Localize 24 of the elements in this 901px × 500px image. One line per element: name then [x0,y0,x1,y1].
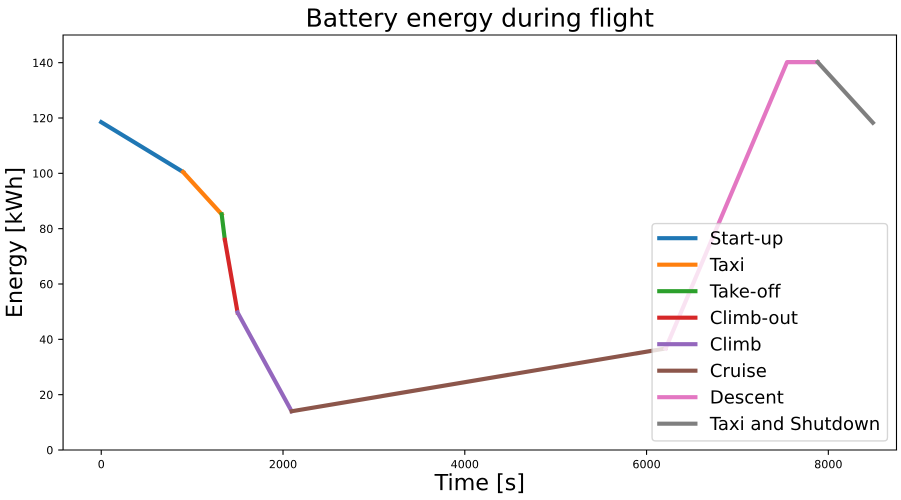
x-tick-label: 8000 [814,460,842,468]
y-tick-label: 40 [40,335,53,344]
y-tick-label: 20 [40,390,53,400]
x-axis-title: Time [s] [434,473,524,494]
x-tick-label: 2000 [270,460,296,468]
y-tick-label: 0 [47,446,53,454]
legend-label: Climb-out [710,310,798,324]
legend-label: Cruise [710,363,766,378]
legend-label: Start-up [711,231,782,248]
legend-label: Take-off [710,284,781,298]
y-axis-title: Energy [kWh] [5,168,27,316]
y-tick-label: 100 [33,169,53,178]
y-tick-label: 60 [40,280,53,288]
legend-label: Climb [710,336,761,351]
legend-label: Descent [712,390,784,404]
chart-title: Battery energy during flight [308,8,654,32]
legend-label: Taxi [710,257,743,272]
y-tick-label: 80 [40,224,53,234]
y-tick-label: 140 [33,58,53,68]
x-tick-label: 6000 [633,460,660,468]
legend-label: Taxi and Shutdown [710,416,879,430]
x-tick-label: 0 [98,460,104,468]
y-tick-label: 120 [33,114,53,122]
x-tick-label: 4000 [451,460,478,468]
